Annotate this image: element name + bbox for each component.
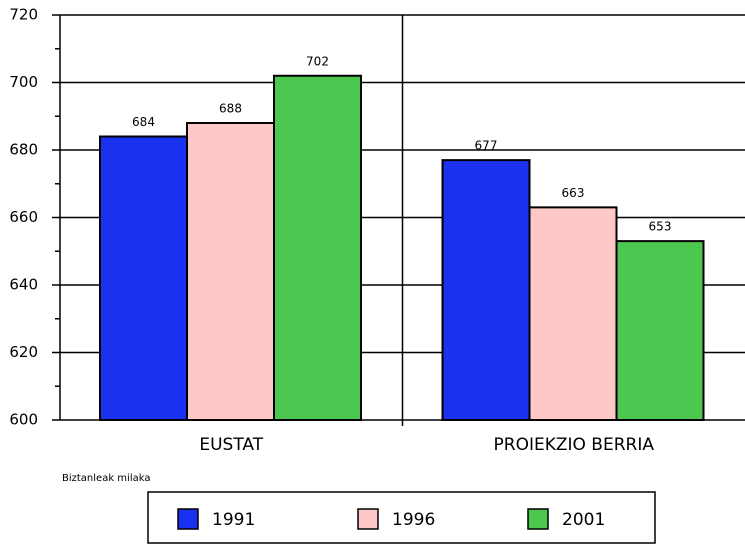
value-label: 663 [562,186,585,200]
bar [528,206,618,421]
y-tick-label: 660 [9,208,38,226]
legend-swatch [177,508,199,530]
bar [441,159,531,421]
y-tick-label: 700 [9,73,38,91]
value-label: 653 [649,220,672,234]
x-tick-label: PROIEKZIO BERRIA [494,435,655,455]
y-tick-label: 680 [9,141,38,159]
value-label: 684 [132,115,155,129]
legend-swatch [527,508,549,530]
y-tick-label: 600 [9,411,38,429]
legend-label: 1991 [212,510,255,530]
bar [99,135,188,421]
y-tick-label: 640 [9,276,38,294]
bar [615,240,705,421]
legend-swatch [357,508,379,530]
value-label: 688 [219,102,242,116]
bar [273,74,362,421]
value-label: 702 [306,54,329,68]
x-tick-label: EUSTAT [199,435,263,455]
y-tick-label: 620 [9,343,38,361]
value-label: 677 [475,139,498,153]
legend-box [147,491,656,544]
bar [186,122,275,421]
y-tick-label: 720 [9,6,38,24]
legend-label: 1996 [392,510,435,530]
legend-label: 2001 [562,510,605,530]
axis-note: Biztanleak milaka [62,473,150,484]
